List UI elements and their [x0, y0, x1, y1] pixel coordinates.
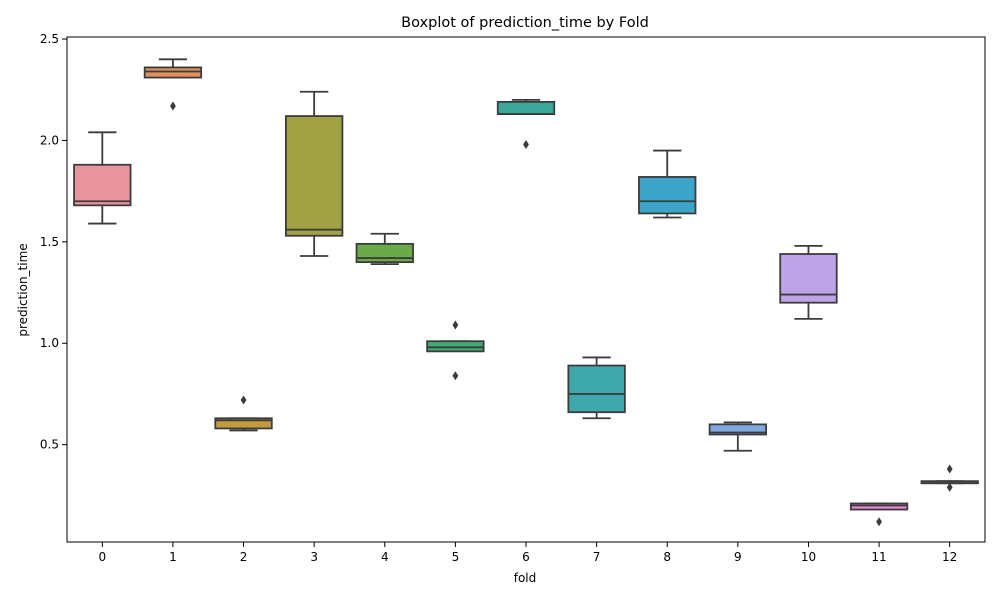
- x-tick-label: 10: [801, 550, 816, 564]
- x-tick-label: 4: [381, 550, 389, 564]
- box: [143, 66, 203, 79]
- box-group-fold-10: [779, 244, 838, 320]
- box-group-fold-9: [708, 421, 767, 452]
- outlier-point: [523, 139, 529, 149]
- x-tick-label: 5: [452, 550, 460, 564]
- x-tick-label: 2: [240, 550, 248, 564]
- y-tick-label: 2.0: [40, 133, 59, 147]
- x-tick-label: 9: [734, 550, 742, 564]
- outlier-point: [240, 395, 247, 405]
- box: [567, 364, 626, 414]
- outlier-point: [946, 464, 953, 474]
- box-group-fold-2: [214, 395, 273, 432]
- outlier-point: [946, 482, 953, 492]
- x-tick-label: 6: [522, 550, 530, 564]
- box: [849, 502, 909, 511]
- box-group-fold-1: [143, 58, 203, 111]
- x-tick-label: 12: [942, 550, 957, 564]
- box: [73, 163, 132, 207]
- box-group-fold-5: [426, 320, 485, 381]
- box-group-fold-7: [567, 356, 626, 420]
- box: [426, 340, 485, 353]
- y-tick-label: 1.0: [40, 336, 59, 350]
- y-tick-label: 1.5: [40, 235, 59, 249]
- y-axis-label: prediction_time: [16, 243, 30, 336]
- outlier-point: [876, 517, 883, 527]
- box-group-fold-4: [355, 232, 414, 266]
- outlier-point: [452, 371, 459, 381]
- x-axis-label: fold: [514, 571, 537, 585]
- x-tick-label: 3: [310, 550, 318, 564]
- box: [214, 417, 273, 430]
- x-tick-label: 8: [663, 550, 671, 564]
- box-group-fold-11: [849, 502, 909, 527]
- box-group-fold-6: [496, 98, 556, 149]
- y-tick-label: 0.5: [40, 438, 59, 452]
- box: [496, 100, 556, 115]
- chart-title: Boxplot of prediction_time by Fold: [401, 15, 649, 31]
- box: [708, 423, 767, 436]
- box: [355, 242, 414, 264]
- x-tick-label: 7: [593, 550, 601, 564]
- box-group-fold-8: [638, 149, 697, 219]
- x-tick-label: 1: [169, 550, 177, 564]
- box: [638, 176, 697, 215]
- outlier-point: [452, 320, 459, 330]
- x-tick-label: 0: [98, 550, 106, 564]
- plot-area: 0.51.01.52.02.50 1 2 3 4 5 6 7 8 9 10 11 12: [40, 32, 986, 564]
- x-tick-label: 11: [871, 550, 886, 564]
- box-group-fold-0: [73, 131, 132, 225]
- y-tick-label: 2.5: [40, 32, 59, 46]
- box: [285, 115, 344, 237]
- box-group-fold-3: [285, 90, 344, 257]
- box-group-fold-12: [920, 464, 979, 492]
- outlier-point: [169, 101, 176, 111]
